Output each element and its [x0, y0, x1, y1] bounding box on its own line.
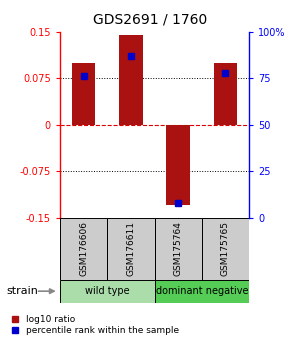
Text: GSM175764: GSM175764 [174, 221, 183, 276]
Bar [72, 63, 95, 125]
Bar [60, 280, 154, 303]
Legend: log10 ratio, percentile rank within the sample: log10 ratio, percentile rank within the … [12, 315, 179, 335]
Bar [60, 218, 107, 280]
Bar [202, 218, 249, 280]
Text: GSM176606: GSM176606 [79, 221, 88, 276]
Bar [119, 35, 143, 125]
Text: strain: strain [6, 286, 38, 296]
Text: GSM176611: GSM176611 [126, 221, 135, 276]
Bar [154, 218, 202, 280]
Bar [154, 280, 249, 303]
Bar [166, 125, 190, 205]
Text: GDS2691 / 1760: GDS2691 / 1760 [93, 12, 207, 27]
Text: GSM175765: GSM175765 [221, 221, 230, 276]
Text: dominant negative: dominant negative [155, 286, 248, 296]
Text: wild type: wild type [85, 286, 130, 296]
Bar [214, 63, 237, 125]
Bar [107, 218, 154, 280]
